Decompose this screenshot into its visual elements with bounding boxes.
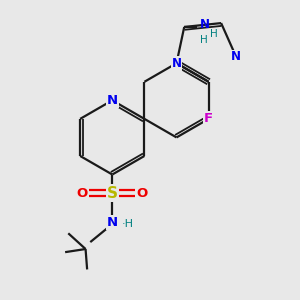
Text: H: H [200, 35, 208, 45]
Text: H: H [210, 28, 218, 38]
Text: O: O [77, 187, 88, 200]
Text: N: N [200, 18, 210, 31]
Text: ·H: ·H [122, 219, 134, 229]
Text: F: F [204, 112, 213, 125]
Text: N: N [107, 94, 118, 107]
Text: O: O [136, 187, 148, 200]
Text: N: N [231, 50, 241, 64]
Text: N: N [107, 216, 118, 229]
Text: N: N [172, 57, 182, 70]
Text: S: S [107, 186, 118, 201]
